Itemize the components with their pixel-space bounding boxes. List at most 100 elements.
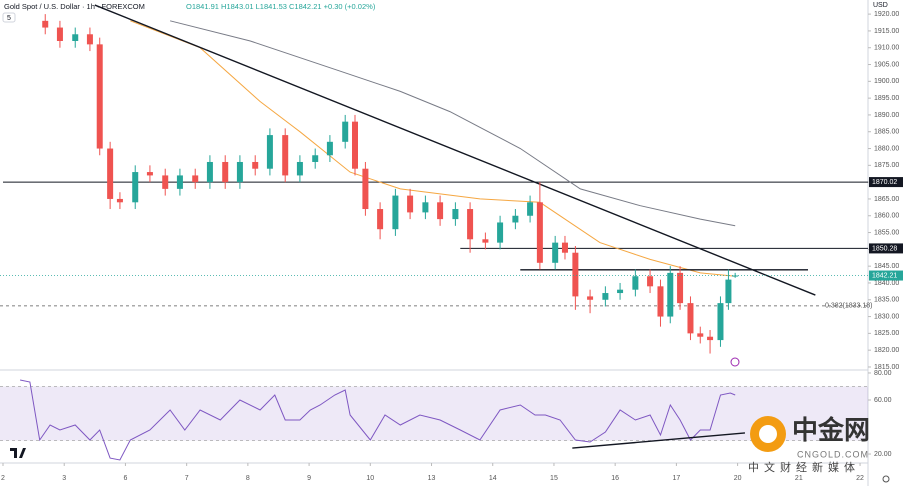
tradingview-logo[interactable] [10, 448, 26, 458]
y-tick-label: 1840.00 [874, 280, 899, 287]
candle-body [252, 161, 259, 169]
y-tick-label: 1920.00 [874, 11, 899, 18]
y-tick-label: 1905.00 [874, 61, 899, 68]
candle-body [632, 276, 639, 290]
candle-body [86, 34, 93, 45]
candle-body [587, 296, 594, 300]
x-tick-label: 2 [1, 475, 5, 482]
candle-body [647, 276, 654, 287]
candle-body [192, 175, 199, 183]
candle-body [552, 242, 559, 263]
settings-icon[interactable] [882, 475, 890, 483]
x-tick-label: 14 [489, 475, 497, 482]
candle-body [146, 172, 153, 176]
logo-mark [10, 448, 26, 458]
watermark-slogan: 中文财经新媒体 [748, 460, 860, 474]
candle-body [222, 161, 229, 183]
candle-body [697, 333, 704, 337]
watermark: 中金网 CNGOLD.COM 中文财经新媒体 [748, 415, 870, 474]
last-price-label: 1842.21 [872, 272, 897, 279]
candle-body [725, 279, 732, 304]
y-tick-label: 1845.00 [874, 263, 899, 270]
last-price-box [869, 270, 903, 281]
candle-body [296, 161, 303, 176]
candle-body [422, 202, 429, 213]
watermark-site: CNGOLD.COM [797, 449, 869, 459]
x-tick-label: 6 [123, 475, 127, 482]
candle-body [351, 121, 358, 169]
event-marker[interactable] [730, 357, 740, 367]
y-tick-label: 1875.00 [874, 162, 899, 169]
candle-body [407, 195, 414, 213]
y-tick-label: 20.00 [874, 451, 892, 458]
y-tick-label: 60.00 [874, 397, 892, 404]
series-line [169, 20, 736, 227]
y-tick-label: 1860.00 [874, 213, 899, 220]
x-tick-label: 20 [734, 475, 742, 482]
level-label-box [869, 243, 903, 254]
x-tick-label: 3 [62, 475, 66, 482]
level-label-box [869, 177, 903, 188]
candle-body [42, 20, 49, 28]
candle-body [362, 168, 369, 210]
plot: 1815.00 1820.00 1825.00 1830.00 1835.00 1840.… [0, 4, 903, 482]
candle-body [527, 202, 534, 216]
candle-body [176, 175, 183, 189]
y-tick-label: 1815.00 [874, 364, 899, 371]
candle-body [512, 215, 519, 223]
candle-body [116, 198, 123, 203]
y-tick-label: 1865.00 [874, 196, 899, 203]
candle-body [482, 239, 489, 243]
candle-body [687, 303, 694, 334]
watermark-brand: 中金网 [792, 415, 870, 445]
ohlc-values: O1841.91 H1843.01 L1841.53 C1842.21 +0.3… [186, 2, 376, 11]
symbol-title[interactable]: Gold Spot / U.S. Dollar · 1h · FOREXCOM [4, 2, 145, 11]
candle-body [162, 175, 169, 189]
x-tick-label: 7 [185, 475, 189, 482]
level-label: 1870.02 [872, 179, 897, 186]
candle-body [732, 275, 739, 277]
candle-body [206, 161, 213, 183]
y-tick-label: 1895.00 [874, 95, 899, 102]
y-tick-label: 1825.00 [874, 330, 899, 337]
y-tick-label: 1880.00 [874, 145, 899, 152]
trend-line [572, 432, 746, 449]
y-tick-label: 1835.00 [874, 297, 899, 304]
x-tick-label: 22 [856, 475, 864, 482]
candle-body [467, 209, 474, 240]
series-line [20, 379, 736, 461]
y-tick-label: 1900.00 [874, 78, 899, 85]
candle-body [266, 135, 273, 169]
candle-body [392, 195, 399, 230]
candle-body [452, 209, 459, 220]
candle-body [236, 161, 243, 183]
rsi-band [0, 386, 868, 441]
candle-body [717, 303, 724, 341]
candle-body [312, 155, 319, 162]
level-label: 1850.28 [872, 245, 897, 252]
candle-body [107, 148, 114, 199]
candle-body [132, 172, 139, 203]
y-tick-label: 1820.00 [874, 347, 899, 354]
x-tick-label: 15 [550, 475, 558, 482]
y-tick-label: 1890.00 [874, 112, 899, 119]
candle-body [536, 202, 543, 263]
series-line [130, 20, 736, 277]
candle-body [572, 252, 579, 297]
indicator-toggle[interactable] [2, 12, 16, 23]
candle-body [377, 209, 384, 230]
candle-body [96, 44, 103, 149]
candle-body [657, 286, 664, 317]
y-tick-label: 1885.00 [874, 129, 899, 136]
watermark-logo-inner [759, 425, 777, 443]
candle-body [72, 34, 79, 41]
x-tick-label: 13 [428, 475, 436, 482]
currency[interactable]: USD [873, 2, 888, 9]
x-tick-label: 21 [795, 475, 803, 482]
trend-line [94, 4, 816, 296]
y-tick-label: 1855.00 [874, 229, 899, 236]
candle-body [342, 121, 349, 142]
candle-body [677, 272, 684, 304]
